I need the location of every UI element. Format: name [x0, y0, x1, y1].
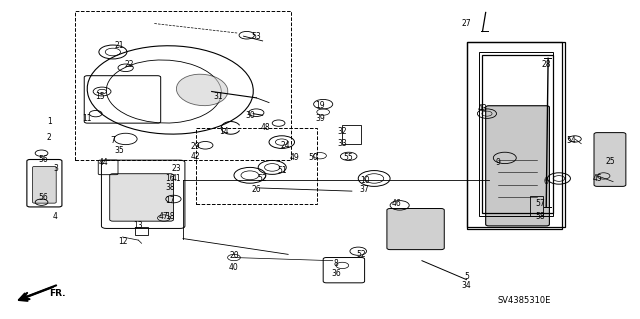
- Text: 23: 23: [172, 165, 181, 174]
- Text: 11: 11: [83, 114, 92, 123]
- FancyBboxPatch shape: [33, 167, 56, 203]
- Text: 30: 30: [245, 111, 255, 120]
- Text: 40: 40: [229, 263, 239, 271]
- Text: SV4385310E: SV4385310E: [497, 296, 550, 305]
- Bar: [196, 128, 317, 204]
- Text: 16: 16: [166, 174, 175, 183]
- Text: 19: 19: [315, 101, 325, 110]
- Bar: [479, 52, 552, 216]
- Text: 32: 32: [337, 127, 347, 136]
- Text: 46: 46: [392, 199, 401, 208]
- Text: 15: 15: [95, 92, 105, 101]
- Text: 54: 54: [567, 136, 577, 145]
- Text: 13: 13: [134, 221, 143, 230]
- Text: 20: 20: [229, 251, 239, 260]
- Text: 21: 21: [115, 41, 124, 50]
- Bar: [531, 196, 543, 216]
- Ellipse shape: [177, 74, 228, 106]
- Bar: [75, 11, 291, 160]
- Text: 9: 9: [496, 158, 501, 167]
- Text: 34: 34: [461, 281, 472, 291]
- Text: 56: 56: [38, 155, 48, 164]
- Text: 53: 53: [252, 32, 261, 41]
- Text: 49: 49: [290, 153, 300, 162]
- Text: 31: 31: [213, 92, 223, 101]
- Text: 52: 52: [356, 250, 366, 259]
- Text: 57: 57: [535, 199, 545, 208]
- Text: 1: 1: [47, 117, 52, 126]
- Text: 38: 38: [166, 183, 175, 192]
- Text: 8: 8: [333, 259, 339, 268]
- Text: 10: 10: [360, 175, 369, 185]
- Text: 52: 52: [258, 174, 268, 183]
- Text: 18: 18: [166, 212, 175, 221]
- FancyBboxPatch shape: [594, 133, 626, 186]
- Text: 50: 50: [308, 153, 319, 162]
- Text: 22: 22: [124, 60, 134, 69]
- Bar: [467, 42, 562, 229]
- FancyBboxPatch shape: [387, 209, 444, 250]
- Text: 55: 55: [344, 153, 353, 162]
- Bar: [467, 42, 565, 227]
- Text: 41: 41: [172, 174, 181, 183]
- Text: 5: 5: [464, 272, 469, 281]
- Text: 36: 36: [331, 269, 341, 278]
- Text: 3: 3: [53, 165, 58, 174]
- Text: 4: 4: [53, 212, 58, 221]
- Text: 44: 44: [99, 158, 108, 167]
- Text: 24: 24: [280, 141, 290, 150]
- FancyBboxPatch shape: [109, 174, 173, 221]
- Text: 37: 37: [360, 185, 369, 194]
- Text: FR.: FR.: [49, 289, 66, 298]
- Text: 51: 51: [277, 166, 287, 175]
- Bar: [135, 227, 148, 235]
- Text: 26: 26: [252, 185, 261, 194]
- Text: 35: 35: [115, 145, 124, 154]
- Text: 56: 56: [38, 193, 48, 202]
- Text: 43: 43: [477, 104, 488, 113]
- Text: 47: 47: [159, 212, 169, 221]
- Text: 7: 7: [111, 136, 115, 145]
- Text: 12: 12: [118, 237, 127, 246]
- Text: 28: 28: [541, 60, 551, 69]
- Text: 17: 17: [166, 196, 175, 205]
- Text: 42: 42: [191, 152, 200, 161]
- Text: 27: 27: [461, 19, 472, 28]
- Text: 48: 48: [261, 123, 271, 132]
- Text: 29: 29: [191, 142, 200, 151]
- Text: 25: 25: [605, 157, 615, 166]
- Text: 33: 33: [337, 139, 347, 148]
- Bar: [342, 125, 362, 144]
- Text: 58: 58: [535, 212, 545, 221]
- Text: 39: 39: [315, 114, 325, 123]
- Text: 14: 14: [220, 127, 229, 136]
- Text: 45: 45: [592, 174, 602, 183]
- FancyBboxPatch shape: [486, 106, 549, 226]
- Text: 2: 2: [47, 133, 52, 142]
- Bar: [483, 55, 552, 213]
- Text: 6: 6: [544, 177, 548, 186]
